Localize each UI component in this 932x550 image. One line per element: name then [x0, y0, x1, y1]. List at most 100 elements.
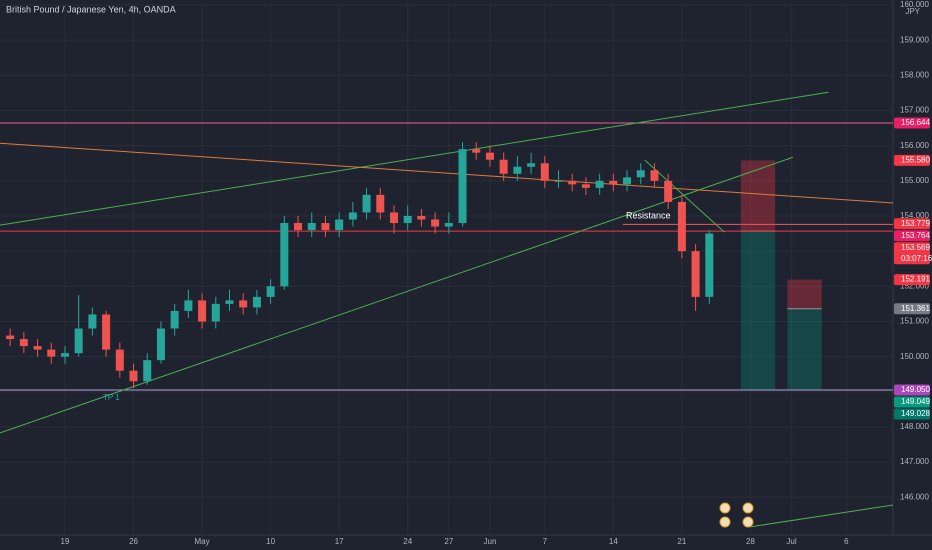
- candle-body: [129, 370, 138, 382]
- price-tag-label: 149.050: [901, 385, 930, 394]
- countdown: 03:07:16: [901, 254, 932, 263]
- candle-body: [252, 296, 261, 308]
- candle-body: [362, 194, 371, 213]
- candle-body: [307, 223, 316, 231]
- price-tag-label: 153.569: [901, 243, 930, 252]
- price-tag: [894, 408, 930, 420]
- candle-body: [170, 310, 179, 329]
- price-tag: [894, 218, 930, 230]
- price-tag: [894, 274, 930, 286]
- candle-body: [294, 223, 303, 231]
- trend-line: [0, 91, 829, 226]
- events[interactable]: [719, 502, 754, 528]
- candle-body: [527, 163, 536, 167]
- price-tag-label: 153.779: [901, 219, 930, 228]
- price-tag: [894, 117, 930, 129]
- candle-body: [321, 223, 330, 231]
- x-tick-label: 28: [746, 537, 755, 546]
- candle-body: [636, 170, 645, 178]
- price-tag-label: 149.028: [901, 409, 930, 418]
- price-tag: [894, 242, 930, 265]
- price-tag: [894, 303, 930, 315]
- x-tick-label: 27: [444, 537, 453, 546]
- x-tick-label: 24: [403, 537, 412, 546]
- currency-label: JPY: [905, 7, 920, 16]
- candle-body: [664, 180, 673, 202]
- candle-body: [595, 180, 604, 188]
- candle-body: [33, 346, 42, 350]
- y-tick-label: 155.000: [900, 176, 929, 185]
- price-tag: [894, 396, 930, 408]
- candle-body: [156, 328, 165, 361]
- candle-body: [19, 339, 28, 347]
- y-tick-label: 152.000: [900, 281, 929, 290]
- x-tick-label: May: [195, 537, 210, 546]
- candle-body: [239, 300, 248, 308]
- price-tag-label: 153.764: [901, 231, 930, 240]
- candle-body: [389, 212, 398, 224]
- candle-body: [115, 349, 124, 371]
- candle-body: [568, 180, 577, 185]
- price-tag-label: 155.580: [901, 156, 930, 165]
- y-tick-label: 160.000: [900, 0, 929, 9]
- candle-body: [102, 314, 111, 350]
- stop-zone: [787, 279, 822, 309]
- x-tick-label: 7: [543, 537, 548, 546]
- y-tick-label: 159.000: [900, 35, 929, 44]
- price-tag: [894, 154, 930, 166]
- stop-zone: [740, 160, 776, 232]
- event-icon[interactable]: [742, 502, 754, 514]
- price-tag-label: 149.049: [901, 397, 930, 406]
- candle-body: [609, 180, 618, 185]
- price-tag-label: 151.361: [901, 304, 930, 313]
- candle-body: [47, 349, 56, 357]
- y-tick-label: 148.000: [900, 422, 929, 431]
- candle-body: [280, 223, 289, 287]
- candle-body: [485, 152, 494, 160]
- candle-body: [705, 233, 714, 297]
- event-icon[interactable]: [719, 516, 731, 528]
- x-tick-label: 6: [844, 537, 849, 546]
- candle-body: [74, 328, 83, 354]
- candle-body: [376, 194, 385, 213]
- x-tick-label: 17: [335, 537, 344, 546]
- chart-title: British Pound / Japanese Yen, 4h, OANDA: [6, 4, 176, 14]
- candle-body: [88, 314, 97, 329]
- target-zone: [787, 308, 822, 391]
- candle-body: [143, 360, 152, 382]
- trend-line: [0, 142, 894, 204]
- event-icon[interactable]: [742, 516, 754, 528]
- candle-body: [499, 159, 508, 174]
- y-tick-label: 156.000: [900, 141, 929, 150]
- candle-body: [540, 163, 549, 181]
- target-zone: [740, 231, 776, 391]
- candle-body: [581, 184, 590, 188]
- candle-body: [677, 201, 686, 252]
- x-tick-label: 19: [61, 537, 70, 546]
- candle-body: [225, 300, 234, 304]
- x-tick-label: Jun: [484, 537, 497, 546]
- price-tag: [894, 230, 930, 242]
- annotation: Resistance: [626, 210, 671, 220]
- candle-body: [554, 180, 563, 182]
- x-tick-label: 14: [609, 537, 618, 546]
- candle-body: [335, 219, 344, 231]
- candle-body: [6, 335, 15, 340]
- candle-body: [691, 251, 700, 297]
- candle-body: [403, 215, 412, 224]
- y-tick-label: 157.000: [900, 106, 929, 115]
- y-tick-label: 154.000: [900, 211, 929, 220]
- y-tick-label: 147.000: [900, 457, 929, 466]
- candle-body: [184, 300, 193, 311]
- candle-body: [431, 219, 440, 227]
- y-tick-label: 151.000: [900, 317, 929, 326]
- event-icon[interactable]: [719, 502, 731, 514]
- x-tick-label: 26: [129, 537, 138, 546]
- candle-body: [444, 223, 453, 227]
- trend-line: [0, 156, 794, 434]
- price-tag-label: 156.644: [901, 118, 930, 127]
- candle-body: [198, 300, 207, 322]
- price-tag-label: 152.191: [901, 275, 930, 284]
- candle-body: [472, 149, 481, 153]
